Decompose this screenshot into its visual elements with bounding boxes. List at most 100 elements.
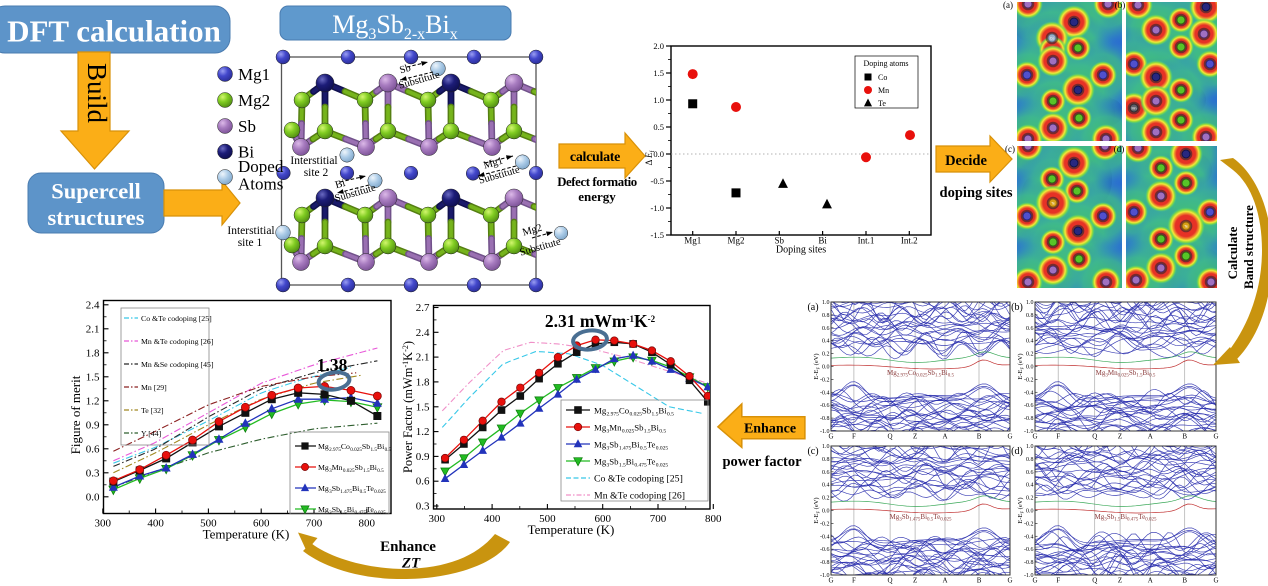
svg-text:(c): (c)	[807, 446, 818, 457]
svg-text:Mg3Mn0.025Sb1.5Bi0.5: Mg3Mn0.025Sb1.5Bi0.5	[318, 463, 384, 474]
svg-text:Te: Te	[1184, 225, 1188, 229]
svg-text:500: 500	[200, 518, 217, 530]
svg-text:1.38: 1.38	[317, 355, 348, 375]
svg-text:-0.8: -0.8	[1024, 416, 1034, 422]
svg-text:-0.4: -0.4	[820, 390, 830, 396]
svg-text:Mg3Mn0.025Sb1.5Bi0.5: Mg3Mn0.025Sb1.5Bi0.5	[1096, 369, 1156, 379]
svg-text:Interstitial: Interstitial	[290, 155, 337, 167]
svg-text:Mg3Sb1.475Bi0.5Te0.025: Mg3Sb1.475Bi0.5Te0.025	[318, 484, 386, 495]
svg-text:G: G	[1213, 577, 1218, 585]
svg-text:Mn [29]: Mn [29]	[141, 383, 167, 392]
svg-text:0.4: 0.4	[1026, 483, 1034, 489]
svg-text:Q: Q	[1092, 433, 1097, 441]
svg-text:Mg3Mn0.025Sb1.5Bi0.5: Mg3Mn0.025Sb1.5Bi0.5	[594, 423, 666, 435]
svg-text:1.0: 1.0	[653, 95, 664, 105]
svg-text:structures: structures	[47, 205, 144, 230]
svg-text:Q: Q	[1092, 577, 1097, 585]
svg-text:Y [44]: Y [44]	[141, 429, 162, 438]
svg-text:1.0: 1.0	[822, 444, 830, 450]
svg-text:1.0: 1.0	[1026, 444, 1034, 450]
svg-text:0.6: 0.6	[1026, 470, 1034, 476]
svg-text:Mg3Sb1.5Bi0.475Te0.025: Mg3Sb1.5Bi0.475Te0.025	[594, 457, 668, 469]
svg-text:0.0: 0.0	[86, 491, 100, 503]
svg-text:Co &Te codoping [25]: Co &Te codoping [25]	[141, 314, 212, 323]
svg-text:0.0: 0.0	[822, 509, 830, 515]
svg-text:600: 600	[253, 518, 270, 530]
svg-text:Te: Te	[878, 99, 886, 108]
svg-text:1.5: 1.5	[86, 371, 100, 383]
svg-text:0.0: 0.0	[822, 365, 830, 371]
svg-text:G: G	[1007, 433, 1012, 441]
svg-text:2.7: 2.7	[416, 302, 430, 314]
svg-text:0.3: 0.3	[416, 501, 430, 513]
svg-text:-0.6: -0.6	[1024, 403, 1034, 409]
svg-text:Doping sites: Doping sites	[776, 245, 826, 256]
svg-text:0.4: 0.4	[822, 483, 830, 489]
svg-text:600: 600	[594, 513, 611, 525]
svg-text:2.31 mWm-1K-2: 2.31 mWm-1K-2	[545, 311, 656, 331]
svg-text:B: B	[1182, 433, 1187, 441]
svg-text:0.0: 0.0	[653, 149, 664, 159]
svg-text:0.8: 0.8	[822, 457, 830, 463]
svg-text:Sb: Sb	[398, 63, 412, 77]
svg-text:-0.8: -0.8	[1024, 560, 1034, 566]
svg-text:400: 400	[484, 513, 501, 525]
svg-text:site 1: site 1	[238, 237, 263, 249]
svg-text:-1.5: -1.5	[651, 230, 664, 240]
svg-text:Decide: Decide	[945, 153, 987, 169]
svg-text:ZT: ZT	[401, 556, 421, 572]
svg-text:0.3: 0.3	[86, 467, 100, 479]
svg-text:(a): (a)	[807, 302, 818, 313]
svg-text:Q: Q	[888, 433, 893, 441]
svg-text:Co: Co	[1050, 37, 1055, 41]
svg-text:doping sites: doping sites	[940, 185, 1013, 201]
svg-text:Bi: Bi	[238, 143, 254, 162]
svg-text:0.6: 0.6	[1026, 326, 1034, 332]
svg-text:calculate: calculate	[570, 150, 620, 165]
svg-text:1.5: 1.5	[416, 401, 430, 413]
svg-text:Mn: Mn	[878, 86, 889, 95]
svg-text:Q: Q	[888, 577, 893, 585]
svg-text:Bi: Bi	[334, 178, 347, 191]
svg-text:E-EF (eV): E-EF (eV)	[813, 353, 821, 379]
svg-text:0.6: 0.6	[822, 470, 830, 476]
svg-text:Mg3Sb2-xBix: Mg3Sb2-xBix	[332, 10, 458, 43]
svg-text:0.0: 0.0	[1026, 365, 1034, 371]
svg-text:A: A	[942, 433, 947, 441]
svg-text:1.8: 1.8	[86, 347, 100, 359]
svg-text:Doping atoms: Doping atoms	[863, 59, 908, 68]
svg-text:G: G	[1213, 433, 1218, 441]
svg-text:300: 300	[429, 513, 446, 525]
svg-text:Z: Z	[1118, 433, 1122, 441]
svg-text:Mg3Sb1.475Bi0.5Te0.025: Mg3Sb1.475Bi0.5Te0.025	[594, 440, 668, 452]
svg-text:700: 700	[650, 513, 667, 525]
svg-text:Temperature (K): Temperature (K)	[528, 522, 615, 537]
svg-text:2.4: 2.4	[416, 327, 430, 339]
svg-text:Power Factor (mWm-1K-2): Power Factor (mWm-1K-2)	[401, 341, 415, 473]
svg-text:-0.6: -0.6	[820, 547, 830, 553]
svg-text:(c): (c)	[1005, 144, 1015, 154]
svg-text:Mg3Sb1.5Bi0.475Te0.025: Mg3Sb1.5Bi0.475Te0.025	[318, 505, 386, 516]
svg-text:Supercell: Supercell	[51, 179, 141, 204]
svg-text:-0.2: -0.2	[820, 377, 830, 383]
svg-text:2.1: 2.1	[416, 352, 430, 364]
svg-text:B: B	[977, 433, 982, 441]
svg-text:1.0: 1.0	[1026, 300, 1034, 306]
svg-text:0.6: 0.6	[86, 443, 100, 455]
svg-text:G: G	[1032, 577, 1037, 585]
svg-text:Interstitial: Interstitial	[227, 225, 274, 237]
svg-text:A: A	[1148, 577, 1153, 585]
svg-text:Mn: Mn	[1132, 107, 1137, 111]
svg-text:Sb: Sb	[238, 117, 256, 136]
svg-text:energy: energy	[578, 189, 616, 204]
svg-text:800: 800	[359, 518, 376, 530]
svg-text:Substitute: Substitute	[519, 236, 563, 258]
svg-text:Mg3Sb1.5Bi0.475Te0.025: Mg3Sb1.5Bi0.475Te0.025	[1095, 513, 1157, 523]
svg-text:Z: Z	[913, 433, 917, 441]
svg-text:Mn &Te codoping [26]: Mn &Te codoping [26]	[594, 491, 685, 502]
svg-text:E-EF (eV): E-EF (eV)	[1017, 353, 1025, 379]
svg-text:-1.0: -1.0	[820, 429, 830, 435]
svg-text:-0.2: -0.2	[1024, 521, 1034, 527]
svg-text:Build: Build	[82, 63, 112, 124]
svg-text:2.4: 2.4	[86, 299, 100, 311]
